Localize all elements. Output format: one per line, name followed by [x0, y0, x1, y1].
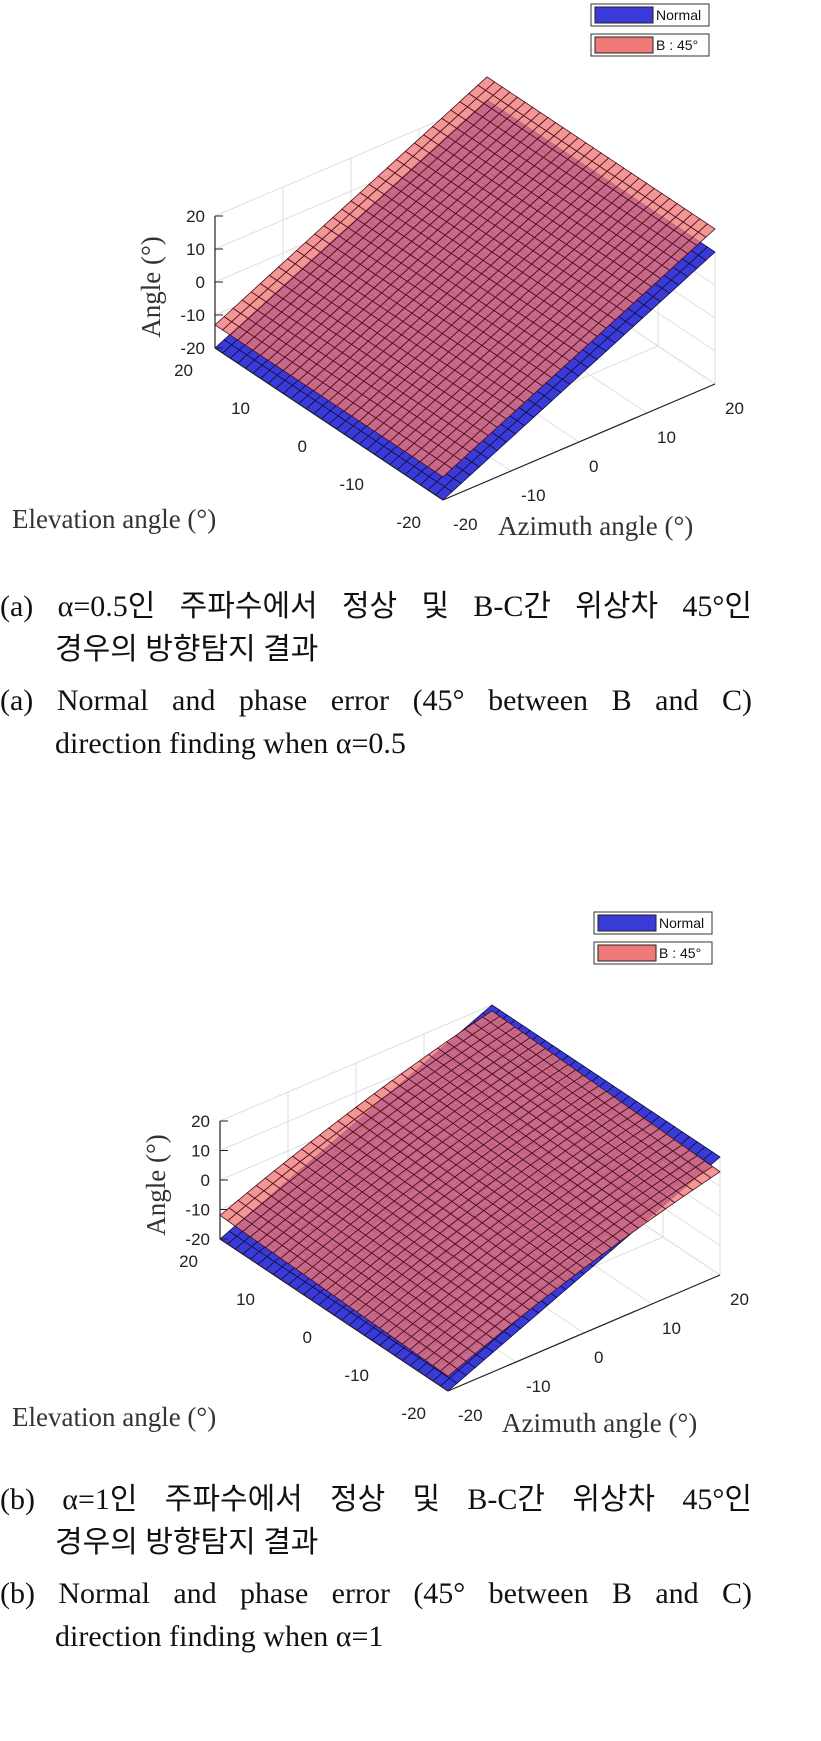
y-tick-label: -10 — [344, 1366, 369, 1385]
caption-a-ko-line2: 경우의 방향탐지 결과 — [55, 633, 319, 666]
legend: Normal B : 45° — [590, 3, 710, 57]
x-tick-label: 0 — [594, 1348, 603, 1367]
y-tick-label: -10 — [339, 475, 364, 494]
y-axis-line — [214, 347, 444, 501]
caption-b: (b) α=1인 주파수에서 정상 및 B-C간 위상차 45°인 경우의 방향… — [0, 1478, 821, 1658]
y-tick-label: 10 — [236, 1290, 255, 1309]
x-axis-line — [447, 1274, 721, 1392]
x-tick-label: 20 — [730, 1290, 749, 1309]
x-tick-label: 10 — [662, 1319, 681, 1338]
surface-chart-a: 20 10 0 -10 -20 20 10 0 -10 -20 -20 -10 0 10 20 Angle (… — [12, 3, 744, 541]
z-tick-label: 10 — [191, 1142, 210, 1161]
tick-labels: 20 10 0 -10 -20 20 10 0 -10 -20 -20 -10 0 10 20 — [174, 207, 744, 534]
z-axis-label: Angle (°) — [136, 236, 166, 338]
caption-b-en-line1: (b) Normal and phase error (45° between … — [0, 1577, 752, 1610]
legend-label: B : 45° — [656, 37, 698, 53]
surface-series-1 — [219, 1010, 721, 1377]
caption-a-en-line1: (a) Normal and phase error (45° between … — [0, 684, 752, 717]
x-tick-label: 20 — [725, 399, 744, 418]
z-tick-label: 20 — [191, 1112, 210, 1131]
y-tick-label: 10 — [231, 399, 250, 418]
z-tick-label: -10 — [185, 1201, 210, 1220]
y-tick-label: 0 — [298, 437, 307, 456]
x-tick-label: -10 — [521, 486, 546, 505]
z-tick-label: 0 — [201, 1171, 210, 1190]
caption-b-ko-line2: 경우의 방향탐지 결과 — [55, 1526, 319, 1559]
legend-swatch — [594, 6, 654, 24]
legend-label: Normal — [659, 915, 704, 931]
z-tick-label: 20 — [186, 207, 205, 226]
x-tick-label: 0 — [589, 457, 598, 476]
y-tick-label: 20 — [174, 361, 193, 380]
tick-labels: 20 10 0 -10 -20 20 10 0 -10 -20 -20 -10 0 10 20 — [179, 1112, 749, 1425]
y-tick-label: 0 — [303, 1328, 312, 1347]
x-tick-label: -20 — [458, 1406, 483, 1425]
caption-b-ko-line1: (b) α=1인 주파수에서 정상 및 B-C간 위상차 45°인 — [0, 1483, 752, 1516]
y-axis-label: Elevation angle (°) — [12, 504, 216, 534]
z-tick-label: 0 — [196, 273, 205, 292]
surface-series-1 — [214, 76, 716, 478]
y-tick-label: -20 — [401, 1404, 426, 1423]
z-axis-label: Angle (°) — [141, 1134, 171, 1236]
y-tick-label: 20 — [179, 1252, 198, 1271]
figure-panel-a: 20 10 0 -10 -20 20 10 0 -10 -20 -20 -10 0 10 20 Angle (… — [0, 0, 821, 760]
x-tick-label: -20 — [453, 515, 478, 534]
y-axis-line — [219, 1238, 449, 1392]
surface-chart-b: 20 10 0 -10 -20 20 10 0 -10 -20 -20 -10 0 10 20 Angle (… — [12, 911, 749, 1438]
x-tick-label: -10 — [526, 1377, 551, 1396]
z-tick-label: 10 — [186, 240, 205, 259]
legend-label: Normal — [656, 7, 701, 23]
legend-label: B : 45° — [659, 945, 701, 961]
x-axis-label: Azimuth angle (°) — [498, 511, 693, 541]
legend: Normal B : 45° — [593, 911, 713, 965]
x-axis-line — [442, 383, 716, 501]
legend-swatch — [597, 914, 657, 932]
x-axis-label: Azimuth angle (°) — [502, 1408, 697, 1438]
legend-swatch — [594, 36, 654, 54]
z-tick-label: -20 — [180, 339, 205, 358]
legend-swatch — [597, 944, 657, 962]
x-tick-label: 10 — [657, 428, 676, 447]
z-tick-label: -20 — [185, 1230, 210, 1249]
caption-a-en-line2: direction finding when α=0.5 — [55, 727, 406, 760]
y-axis-label: Elevation angle (°) — [12, 1402, 216, 1432]
y-tick-label: -20 — [396, 513, 421, 532]
z-tick-label: -10 — [180, 306, 205, 325]
caption-b-en-line2: direction finding when α=1 — [55, 1620, 384, 1653]
figure-panel-b: 20 10 0 -10 -20 20 10 0 -10 -20 -20 -10 0 10 20 Angle (… — [0, 898, 821, 1741]
surface-patch — [482, 1010, 501, 1023]
surface-patch — [477, 76, 496, 91]
caption-a: (a) α=0.5인 주파수에서 정상 및 B-C간 위상차 45°인 경우의 … — [0, 585, 821, 765]
caption-a-ko-line1: (a) α=0.5인 주파수에서 정상 및 B-C간 위상차 45°인 — [0, 590, 753, 623]
